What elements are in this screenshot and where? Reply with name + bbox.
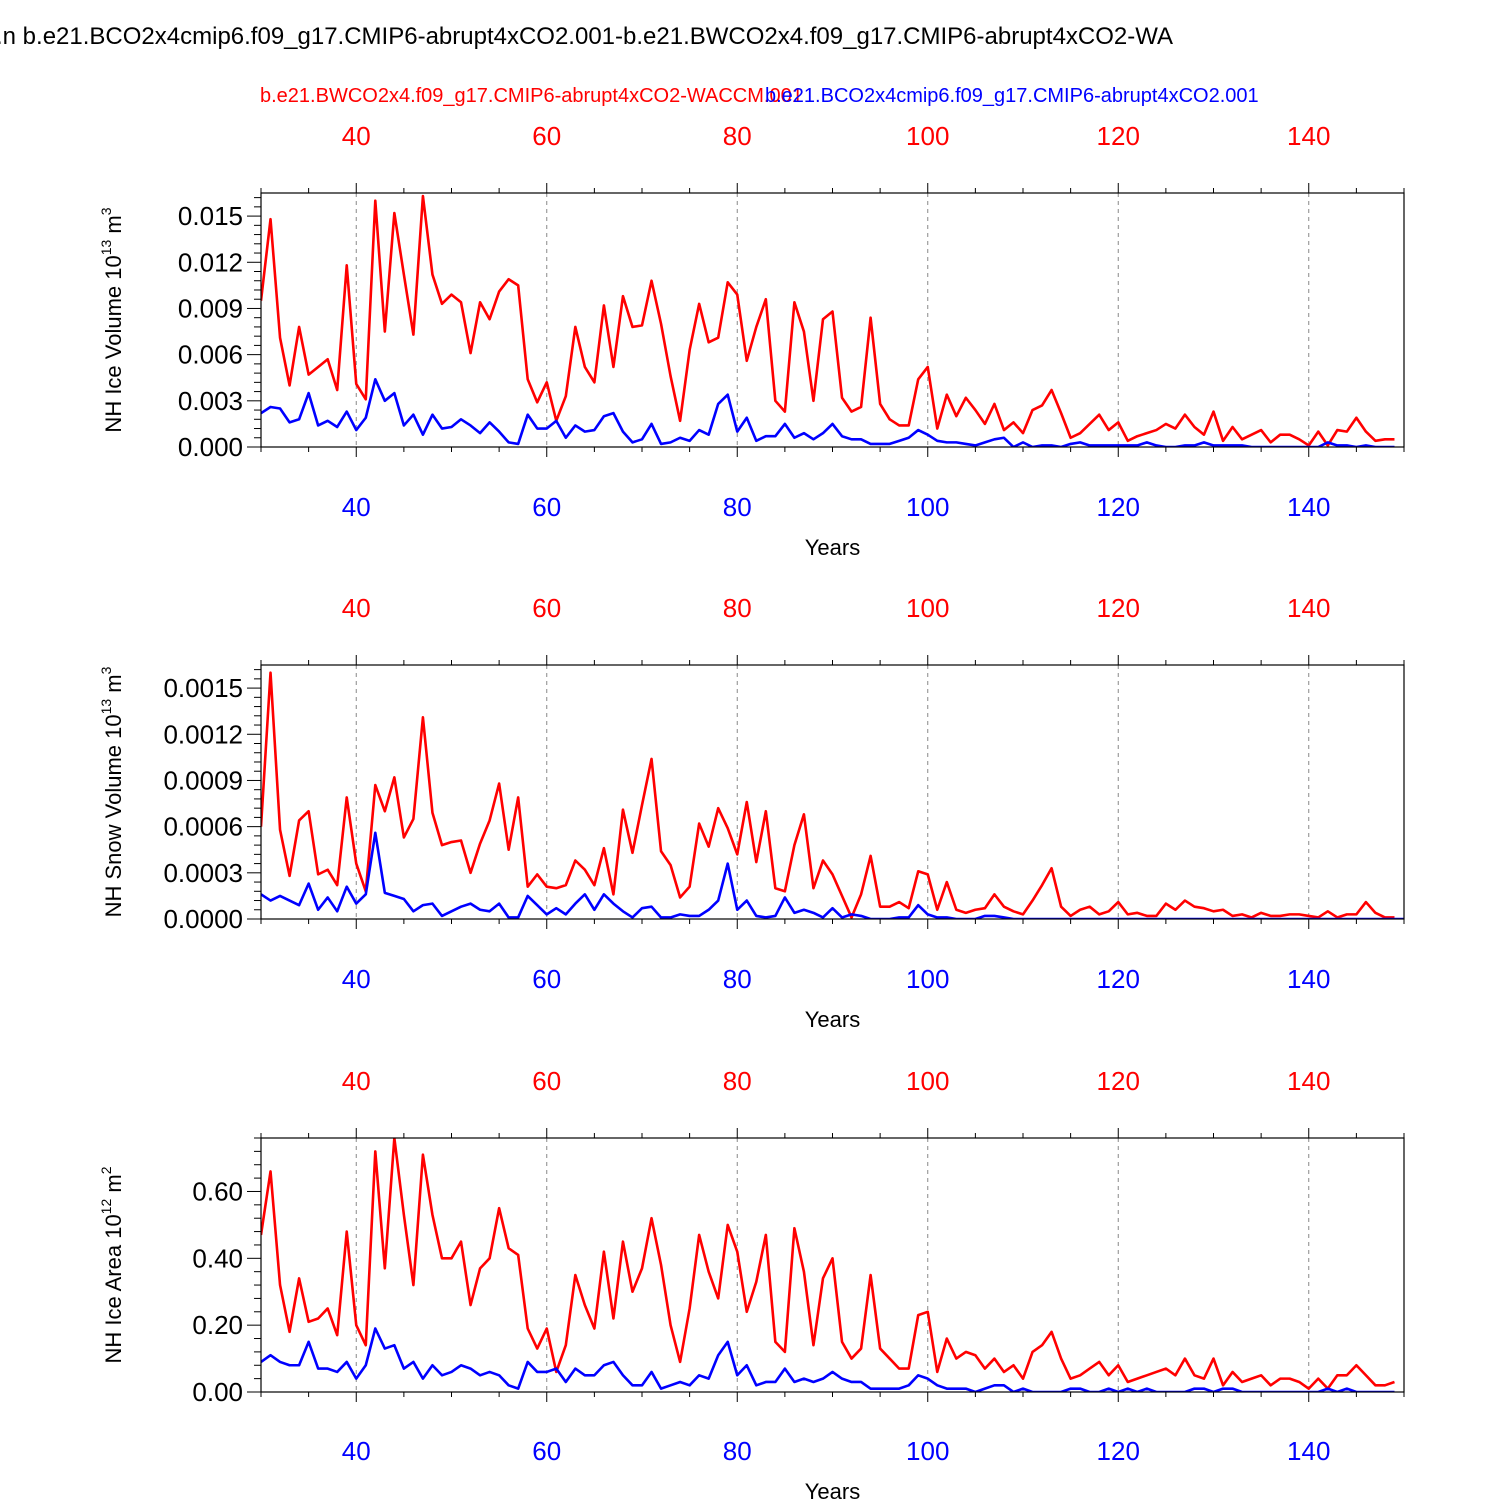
series-line-blue [261, 1327, 1395, 1392]
y-tick-label: 0.003 [178, 386, 243, 416]
y-axis-label: NH Ice Area 1012 m2 [98, 1166, 126, 1363]
series-line-blue [261, 831, 1404, 919]
x-tick-label-top: 40 [342, 593, 371, 623]
x-tick-label-bottom: 40 [342, 492, 371, 522]
x-tick-label-top: 40 [342, 121, 371, 151]
x-tick-label-top: 140 [1287, 121, 1330, 151]
y-axis-label-exponent: 13 [98, 699, 114, 715]
x-tick-label-top: 100 [906, 121, 949, 151]
y-axis-label-unit: m [101, 215, 126, 239]
x-tick-label-bottom: 140 [1287, 492, 1330, 522]
x-tick-label-bottom: 120 [1097, 492, 1140, 522]
x-tick-label-top: 80 [723, 121, 752, 151]
x-tick-label-bottom: 120 [1097, 964, 1140, 994]
x-tick-label-top: 60 [532, 593, 561, 623]
y-axis-label: NH Snow Volume 1013 m3 [98, 666, 126, 917]
x-tick-label-bottom: 60 [532, 492, 561, 522]
x-tick-label-bottom: 40 [342, 1436, 371, 1466]
chart-panel-1: 0.000 0.003 0.006 0.009 0.012 0.015 40 40 60 60 80… [98, 121, 1405, 560]
x-tick-label-top: 80 [723, 1066, 752, 1096]
y-tick-label: 0.0009 [163, 765, 243, 795]
x-tick-label-top: 120 [1097, 121, 1140, 151]
y-tick-label: 0.0006 [163, 812, 243, 842]
x-tick-label-top: 140 [1287, 1066, 1330, 1096]
y-tick-label: 0.0000 [163, 904, 243, 934]
y-tick-label: 0.012 [178, 247, 243, 277]
chart-panel-2: 0.0000 0.0003 0.0006 0.0009 0.0012 0.0015 40 40… [98, 593, 1405, 1032]
y-tick-label: 0.0015 [163, 673, 243, 703]
x-tick-label-bottom: 60 [532, 964, 561, 994]
y-tick-label: 0.0003 [163, 858, 243, 888]
y-axis-label-exponent: 12 [98, 1199, 114, 1215]
y-axis-label-base: NH Snow Volume 10 [101, 714, 126, 917]
x-tick-label-bottom: 140 [1287, 1436, 1330, 1466]
x-tick-label-bottom: 80 [723, 492, 752, 522]
legend-blue: b.e21.BCO2x4cmip6.f09_g17.CMIP6-abrupt4x… [765, 85, 1259, 107]
y-tick-label: 0.40 [192, 1243, 243, 1273]
y-axis-label-base: NH Ice Volume 10 [101, 255, 126, 432]
y-tick-label: 0.006 [178, 340, 243, 370]
y-tick-label: 0.60 [192, 1176, 243, 1206]
x-tick-label-top: 40 [342, 1066, 371, 1096]
plot-frame [260, 192, 1405, 448]
x-tick-label-top: 120 [1097, 593, 1140, 623]
y-axis-label: NH Ice Volume 1013 m3 [98, 207, 126, 432]
series-line-red [261, 671, 1395, 919]
x-tick-label-bottom: 100 [906, 492, 949, 522]
y-axis-label-unit-exponent: 2 [98, 1166, 114, 1174]
y-axis-label-unit: m [101, 1174, 126, 1198]
x-tick-label-top: 60 [532, 1066, 561, 1096]
x-tick-label-bottom: 100 [906, 964, 949, 994]
y-tick-label: 0.009 [178, 293, 243, 323]
x-axis-label: Years [805, 535, 860, 560]
x-tick-label-top: 100 [906, 593, 949, 623]
chart-panel-3: 0.00 0.20 0.40 0.60 40 40 60 60 80 80 100 100 120 120… [98, 1066, 1405, 1500]
panels: 0.0000.0030.0060.0090.0120.0154040606080… [98, 121, 1405, 1500]
y-tick-label: 0.00 [192, 1377, 243, 1407]
x-tick-label-top: 140 [1287, 593, 1330, 623]
series-line-red [261, 1138, 1395, 1390]
x-axis-label: Years [805, 1007, 860, 1032]
series-line-red [261, 194, 1395, 447]
x-tick-label-bottom: 40 [342, 964, 371, 994]
x-tick-label-top: 120 [1097, 1066, 1140, 1096]
y-axis-label-unit-exponent: 3 [98, 207, 114, 215]
y-axis-label-exponent: 13 [98, 239, 114, 255]
y-axis-label-base: NH Ice Area 10 [101, 1214, 126, 1363]
x-tick-label-top: 60 [532, 121, 561, 151]
x-tick-label-bottom: 60 [532, 1436, 561, 1466]
x-tick-label-bottom: 120 [1097, 1436, 1140, 1466]
plot-frame [260, 1137, 1405, 1393]
page-title: .n b.e21.BCO2x4cmip6.f09_g17.CMIP6-abrup… [0, 23, 1173, 50]
legend-red: b.e21.BWCO2x4.f09_g17.CMIP6-abrupt4xCO2-… [260, 85, 803, 107]
x-tick-label-top: 80 [723, 593, 752, 623]
y-tick-label: 0.015 [178, 201, 243, 231]
y-tick-label: 0.0012 [163, 719, 243, 749]
x-tick-label-bottom: 100 [906, 1436, 949, 1466]
series-line-blue [261, 377, 1395, 447]
y-tick-label: 0.20 [192, 1310, 243, 1340]
x-axis-label: Years [805, 1479, 860, 1500]
y-axis-label-unit: m [101, 674, 126, 698]
plot-frame [260, 664, 1405, 920]
y-axis-label-unit-exponent: 3 [98, 666, 114, 674]
y-tick-label: 0.000 [178, 432, 243, 462]
x-tick-label-bottom: 140 [1287, 964, 1330, 994]
x-tick-label-bottom: 80 [723, 964, 752, 994]
x-tick-label-top: 100 [906, 1066, 949, 1096]
x-tick-label-bottom: 80 [723, 1436, 752, 1466]
